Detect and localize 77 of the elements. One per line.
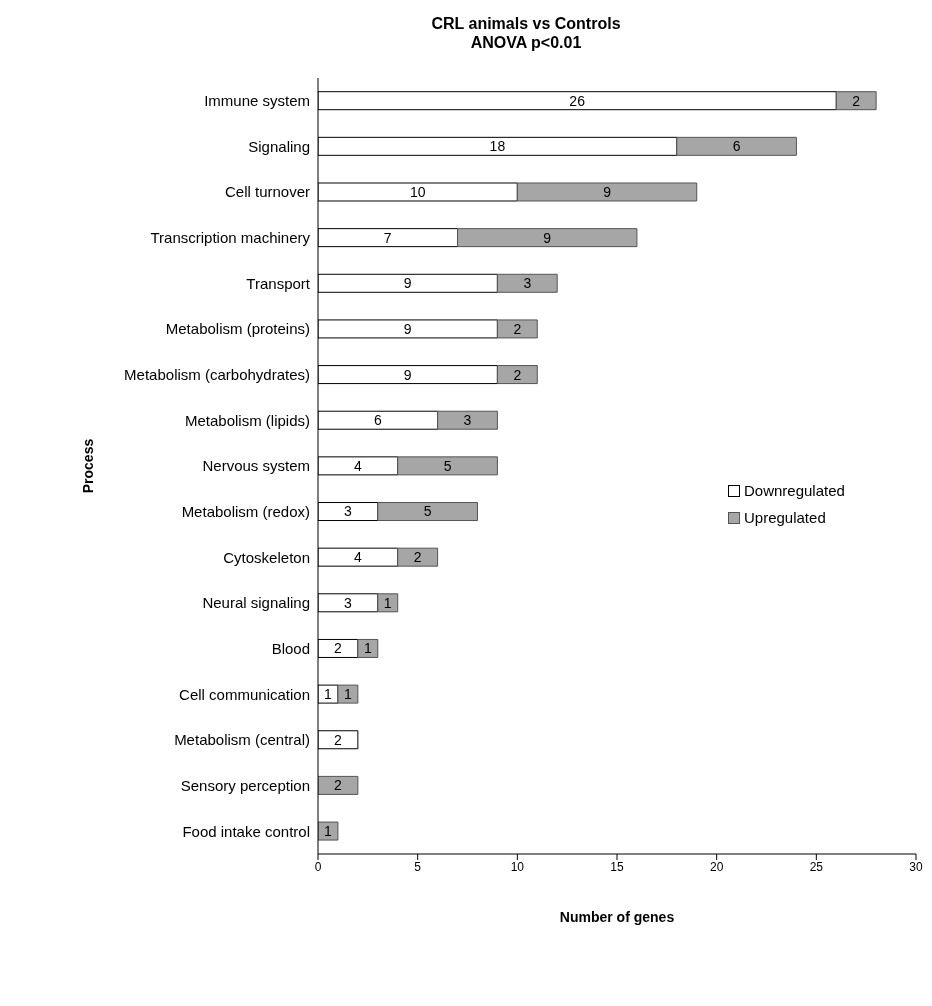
data-label: 2 <box>513 320 522 337</box>
data-label: 1 <box>363 640 372 657</box>
data-label: 4 <box>353 549 362 566</box>
x-tick-label: 5 <box>414 859 422 874</box>
data-label: 1 <box>383 594 392 611</box>
x-tick-label: 0 <box>314 859 322 874</box>
y-tick-label: Sensory perception <box>180 776 310 794</box>
data-label: 6 <box>732 138 741 155</box>
data-label: 5 <box>443 457 452 474</box>
data-label: 2 <box>852 92 861 109</box>
data-label: 3 <box>344 503 352 520</box>
data-label: 1 <box>344 686 352 703</box>
y-tick-label: Signaling <box>248 137 310 155</box>
y-tick-label: Blood <box>271 639 310 657</box>
bar <box>397 456 498 476</box>
data-label: 2 <box>334 777 343 794</box>
data-label: 3 <box>463 412 472 429</box>
legend-label: Downregulated <box>744 482 845 499</box>
bar <box>357 638 379 658</box>
y-axis-title: Process <box>79 438 96 494</box>
x-tick-label: 10 <box>510 859 525 874</box>
data-label: 26 <box>569 92 586 109</box>
y-tick-label: Metabolism (lipids) <box>184 411 310 429</box>
bar <box>676 136 797 156</box>
bar <box>318 821 339 841</box>
data-label: 2 <box>513 366 522 383</box>
bar <box>397 547 439 567</box>
legend-label: Upregulated <box>744 509 826 526</box>
data-label: 3 <box>344 594 352 611</box>
bar <box>496 273 558 293</box>
data-label: 9 <box>403 275 412 292</box>
data-label: 9 <box>603 183 612 200</box>
y-tick-label: Food intake control <box>182 822 310 840</box>
y-tick-label: Neural signaling <box>202 594 310 612</box>
y-tick-label: Metabolism (redox) <box>181 502 310 520</box>
bar <box>337 684 359 704</box>
data-label: 9 <box>543 229 552 246</box>
x-tick-label: 15 <box>610 859 624 874</box>
bar <box>437 410 498 430</box>
bar <box>496 319 538 339</box>
data-label: 4 <box>353 457 362 474</box>
data-label: 9 <box>403 320 412 337</box>
bar <box>377 502 478 522</box>
x-tick-label: 25 <box>809 859 824 874</box>
data-label: 3 <box>523 275 532 292</box>
bar <box>835 91 877 111</box>
data-label: 5 <box>423 503 432 520</box>
data-label: 10 <box>409 183 426 200</box>
chart-title: CRL animals vs Controls <box>430 14 622 33</box>
chart-subtitle: ANOVA p<0.01 <box>469 33 583 52</box>
data-label: 2 <box>334 640 343 657</box>
data-label: 2 <box>413 549 422 566</box>
y-tick-label: Nervous system <box>202 457 310 475</box>
x-tick-label: 20 <box>709 859 724 874</box>
y-tick-label: Cell communication <box>179 685 310 703</box>
y-tick-label: Transport <box>246 274 311 292</box>
bar <box>377 593 399 613</box>
data-label: 7 <box>383 229 392 246</box>
data-label: 2 <box>334 731 343 748</box>
data-label: 18 <box>489 138 506 155</box>
bar <box>496 365 538 385</box>
data-label: 9 <box>403 366 412 383</box>
y-tick-label: Immune system <box>204 92 310 110</box>
y-tick-label: Transcription machinery <box>150 229 311 247</box>
y-tick-label: Cytoskeleton <box>223 548 310 566</box>
data-label: 1 <box>324 823 333 840</box>
bar <box>457 228 638 248</box>
y-tick-label: Metabolism (carbohydrates) <box>124 366 310 384</box>
data-label: 1 <box>324 686 333 703</box>
y-tick-label: Metabolism (proteins) <box>165 320 310 338</box>
data-label: 6 <box>373 412 382 429</box>
x-tick-label: 30 <box>909 859 923 874</box>
bar <box>516 182 698 202</box>
x-axis-title: Number of genes <box>559 909 675 925</box>
bar <box>318 775 359 795</box>
y-tick-label: Cell turnover <box>224 183 310 201</box>
y-tick-label: Metabolism (central) <box>174 731 310 749</box>
